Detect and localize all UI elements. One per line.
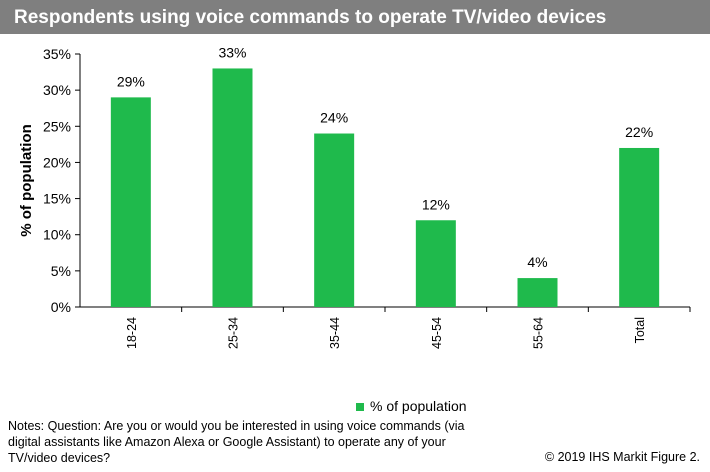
bar: [415, 220, 456, 307]
data-label: 22%: [625, 124, 653, 140]
notes: Notes: Question: Are you or would you be…: [8, 419, 465, 465]
y-tick-label: 25%: [43, 118, 71, 134]
title-bar: Respondents using voice commands to oper…: [0, 0, 710, 34]
y-axis-title: % of population: [18, 124, 35, 236]
legend-label: % of population: [370, 398, 467, 414]
x-tick-label: 25-34: [227, 317, 241, 349]
y-tick-label: 15%: [43, 191, 71, 207]
bar: [619, 147, 660, 307]
data-label: 24%: [320, 110, 348, 126]
bar: [517, 278, 558, 307]
x-tick-label: 18-24: [125, 317, 139, 349]
y-tick-label: 10%: [43, 227, 71, 243]
data-label: 12%: [422, 196, 450, 212]
bar: [314, 133, 355, 307]
x-tick-label: 35-44: [328, 317, 342, 349]
legend: % of population: [356, 398, 467, 414]
legend-swatch: [356, 403, 364, 412]
bar-chart: 0% 5% 10% 15% 20% 25% 30% 35% % of population 29%…: [18, 44, 691, 349]
y-tick-label: 20%: [43, 154, 71, 170]
x-tick-label: Total: [633, 317, 647, 343]
x-tick-label: 55-64: [532, 317, 546, 349]
copyright: © 2019 IHS Markit Figure 2.: [544, 450, 700, 464]
chart-title: Respondents using voice commands to oper…: [14, 7, 607, 28]
data-label: 29%: [117, 73, 145, 89]
y-tick-label: 35%: [43, 46, 71, 62]
y-tick-label: 5%: [51, 263, 71, 279]
y-tick-label: 30%: [43, 82, 71, 98]
bar: [212, 68, 253, 307]
data-label: 33%: [218, 44, 246, 60]
y-tick-label: 0%: [51, 299, 71, 315]
x-tick-label: 45-54: [430, 317, 444, 349]
bar: [110, 97, 151, 307]
data-label: 4%: [527, 254, 547, 270]
